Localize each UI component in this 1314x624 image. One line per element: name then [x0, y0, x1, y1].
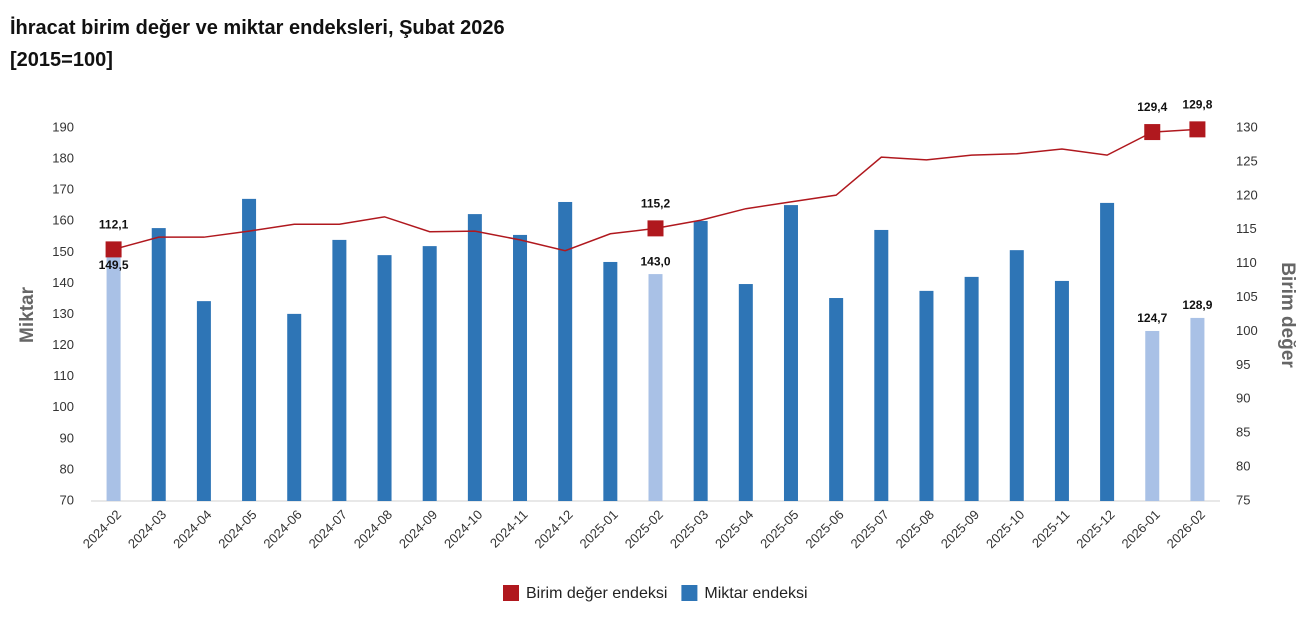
y2-tick-label: 90	[1236, 391, 1250, 406]
x-tick-label: 2026-02	[1164, 507, 1208, 551]
line-marker	[1144, 124, 1161, 141]
y2-tick-label: 130	[1236, 119, 1258, 134]
chart-subtitle: [2015=100]	[10, 49, 113, 71]
x-tick-label: 2025-03	[667, 507, 711, 551]
legend-label: Miktar endeksi	[704, 585, 807, 602]
bar	[829, 298, 844, 501]
x-tick-label: 2024-11	[487, 507, 531, 551]
bar	[287, 313, 302, 501]
bar	[964, 276, 979, 501]
y2-tick-label: 120	[1236, 187, 1258, 202]
y2-tick-label: 80	[1236, 459, 1250, 474]
bar	[151, 228, 166, 502]
legend-swatch	[503, 585, 519, 601]
x-tick-label: 2024-09	[396, 507, 440, 551]
y-tick-label: 180	[52, 151, 74, 166]
y-tick-label: 100	[52, 399, 74, 414]
bar	[1100, 202, 1115, 501]
bar-value-label: 124,7	[1137, 311, 1167, 325]
bar	[1009, 250, 1024, 501]
y2-axis-title: Birim değer	[1277, 262, 1298, 368]
bar	[693, 220, 708, 502]
bar-value-label: 143,0	[640, 254, 670, 268]
x-tick-label: 2024-03	[125, 507, 169, 551]
bar	[332, 239, 347, 501]
bar	[919, 290, 934, 501]
x-tick-label: 2024-10	[441, 507, 485, 551]
x-tick-label: 2024-12	[531, 507, 575, 551]
x-tick-label: 2025-12	[1073, 507, 1117, 551]
bar	[874, 229, 889, 501]
x-tick-label: 2025-06	[802, 507, 846, 551]
y-tick-label: 110	[53, 368, 74, 383]
x-tick-label: 2025-07	[848, 507, 892, 551]
line-value-label: 112,1	[99, 218, 129, 232]
bar	[603, 261, 618, 501]
x-tick-label: 2024-04	[170, 507, 214, 551]
y-tick-label: 140	[52, 275, 74, 290]
y2-tick-label: 110	[1236, 255, 1257, 270]
bar	[1054, 280, 1069, 501]
bar	[467, 214, 482, 501]
x-tick-label: 2025-11	[1029, 507, 1073, 551]
line-value-label: 129,4	[1137, 100, 1167, 114]
y-tick-label: 150	[52, 244, 74, 259]
x-tick-label: 2025-10	[983, 507, 1027, 551]
line-value-label: 129,8	[1182, 98, 1212, 112]
y-tick-label: 120	[52, 337, 74, 352]
bar	[558, 201, 573, 501]
bar	[196, 301, 211, 501]
x-tick-label: 2024-06	[260, 507, 304, 551]
y2-tick-label: 125	[1236, 153, 1258, 168]
bar	[106, 253, 121, 501]
chart-title: İhracat birim değer ve miktar endeksleri…	[10, 16, 505, 39]
x-tick-label: 2024-05	[215, 507, 259, 551]
x-tick-label: 2025-01	[577, 507, 621, 551]
y-tick-label: 130	[52, 306, 74, 321]
y2-tick-label: 85	[1236, 425, 1250, 440]
bar-value-label: 149,5	[99, 258, 129, 272]
bar	[738, 284, 753, 501]
bar-value-label: 128,9	[1182, 298, 1212, 312]
x-tick-label: 2025-05	[757, 507, 801, 551]
y-tick-label: 80	[60, 461, 74, 476]
y-tick-label: 190	[52, 119, 74, 134]
x-tick-label: 2025-09	[938, 507, 982, 551]
y-tick-label: 90	[60, 430, 74, 445]
bar	[1190, 317, 1205, 501]
x-tick-label: 2025-04	[712, 507, 756, 551]
x-tick-label: 2026-01	[1118, 507, 1162, 551]
bar	[422, 246, 437, 501]
line-marker	[1189, 121, 1206, 138]
y2-tick-label: 75	[1236, 492, 1250, 507]
bar	[783, 205, 798, 501]
bar	[648, 274, 663, 501]
y2-tick-label: 115	[1236, 221, 1257, 236]
y-tick-label: 170	[52, 182, 74, 197]
line-marker	[647, 220, 664, 237]
bar	[1145, 330, 1160, 501]
y2-tick-label: 95	[1236, 357, 1250, 372]
y-tick-label: 160	[52, 213, 74, 228]
x-tick-label: 2024-02	[80, 507, 124, 551]
y-axis-title: Miktar	[17, 286, 38, 343]
y2-tick-label: 100	[1236, 323, 1258, 338]
line-value-label: 115,2	[641, 197, 671, 211]
x-tick-label: 2025-02	[622, 507, 666, 551]
y2-tick-label: 105	[1236, 289, 1258, 304]
x-tick-label: 2024-08	[351, 507, 395, 551]
bar	[513, 234, 528, 501]
legend-label: Birim değer endeksi	[526, 585, 667, 602]
bar	[377, 255, 392, 501]
bar	[242, 198, 257, 501]
line-marker	[105, 241, 122, 258]
legend-swatch	[681, 585, 698, 601]
x-tick-label: 2024-07	[306, 507, 350, 551]
y-tick-label: 70	[60, 492, 74, 507]
x-tick-label: 2025-08	[893, 507, 937, 551]
